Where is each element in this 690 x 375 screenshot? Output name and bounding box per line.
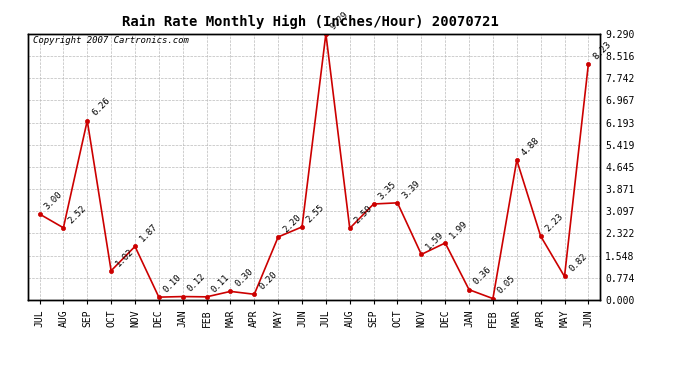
Text: 0.36: 0.36 xyxy=(472,266,493,287)
Text: 2.20: 2.20 xyxy=(281,213,302,234)
Text: 3.00: 3.00 xyxy=(42,190,64,211)
Text: 9.29: 9.29 xyxy=(328,9,351,31)
Text: 0.10: 0.10 xyxy=(161,273,183,294)
Text: 0.20: 0.20 xyxy=(257,270,279,291)
Text: 0.05: 0.05 xyxy=(495,274,518,296)
Text: 1.59: 1.59 xyxy=(424,230,446,252)
Text: 8.23: 8.23 xyxy=(591,40,613,62)
Text: 6.26: 6.26 xyxy=(90,96,112,118)
Text: 0.11: 0.11 xyxy=(209,273,231,294)
Text: 3.39: 3.39 xyxy=(400,178,422,200)
Text: 1.87: 1.87 xyxy=(138,222,159,244)
Text: Copyright 2007 Cartronics.com: Copyright 2007 Cartronics.com xyxy=(33,36,189,45)
Text: 2.23: 2.23 xyxy=(544,212,565,233)
Text: 3.35: 3.35 xyxy=(376,180,398,201)
Text: 0.82: 0.82 xyxy=(567,252,589,274)
Text: 1.02: 1.02 xyxy=(114,246,135,268)
Text: 4.88: 4.88 xyxy=(520,136,541,158)
Text: 2.52: 2.52 xyxy=(66,203,88,225)
Text: 2.55: 2.55 xyxy=(305,202,326,224)
Text: 0.12: 0.12 xyxy=(186,272,207,294)
Text: 1.99: 1.99 xyxy=(448,219,469,240)
Text: 0.30: 0.30 xyxy=(233,267,255,289)
Text: 2.50: 2.50 xyxy=(353,204,374,226)
Text: Rain Rate Monthly High (Inches/Hour) 20070721: Rain Rate Monthly High (Inches/Hour) 200… xyxy=(122,15,499,29)
